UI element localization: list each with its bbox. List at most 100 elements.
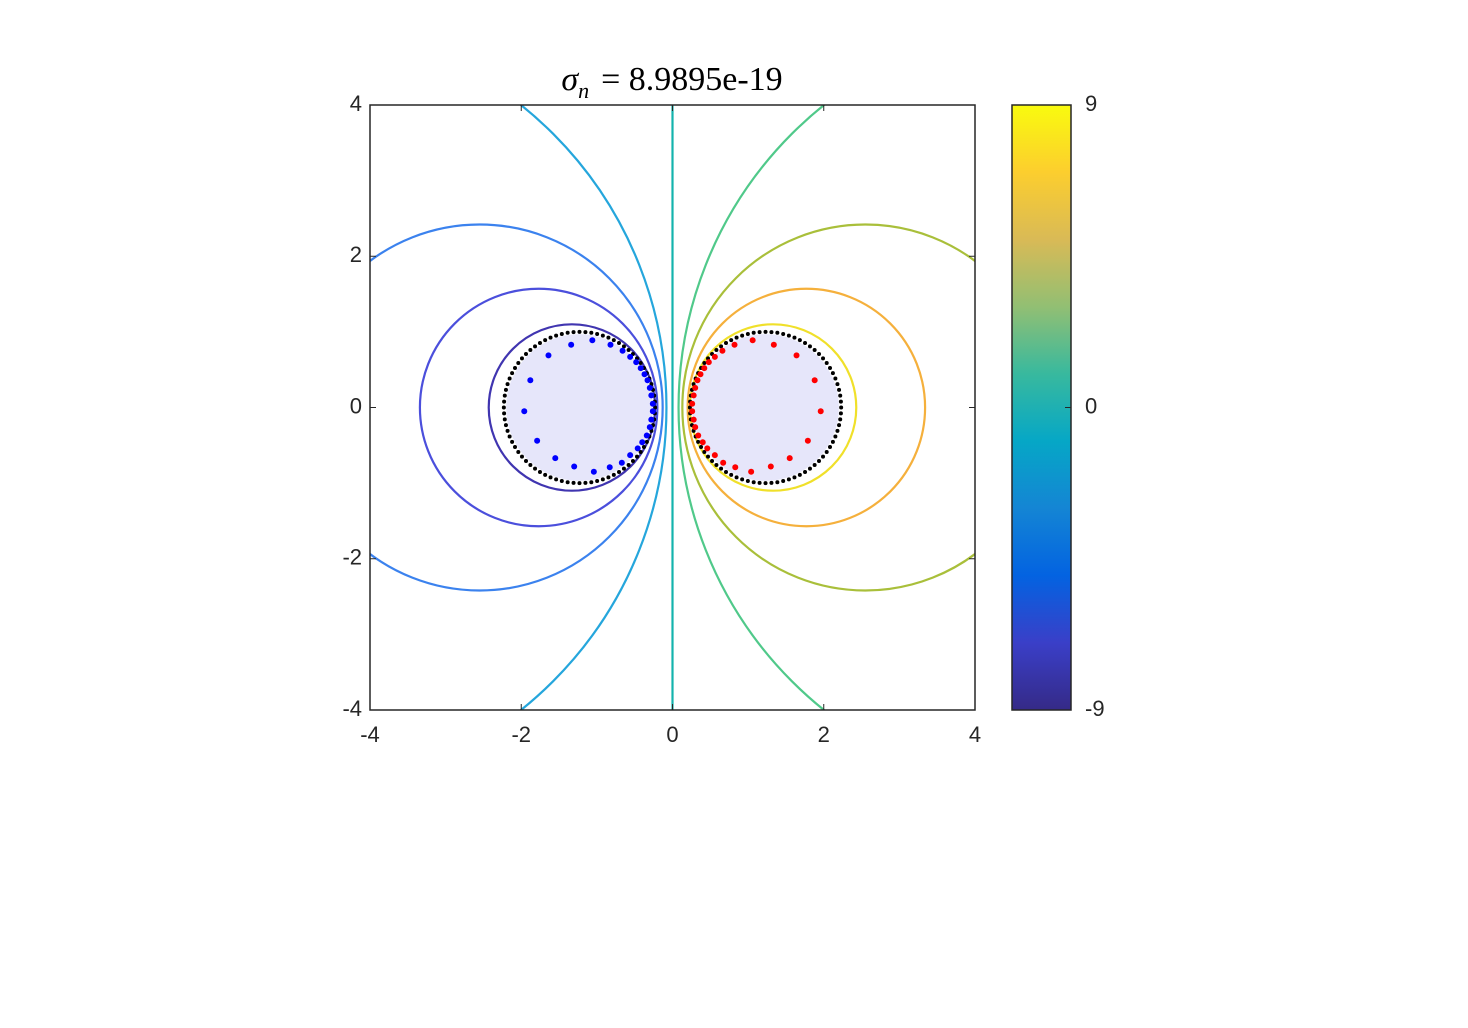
source-point: [749, 337, 756, 344]
source-point: [692, 384, 699, 391]
boundary-point: [687, 405, 692, 410]
boundary-point: [724, 469, 729, 474]
source-point: [804, 437, 811, 444]
contour-line: [519, 105, 668, 710]
boundary-point: [543, 338, 548, 343]
boundary-point: [729, 338, 734, 343]
source-point: [711, 353, 718, 360]
source-point: [817, 408, 824, 415]
boundary-point: [769, 480, 774, 485]
boundary-point: [830, 371, 835, 376]
boundary-point: [600, 477, 605, 482]
source-point: [627, 353, 634, 360]
boundary-point: [696, 439, 701, 444]
region-fill: [692, 334, 839, 481]
colorbar-tick-label: 9: [1085, 91, 1097, 116]
plot-area: [370, 105, 975, 710]
boundary-point: [833, 376, 838, 381]
boundary-point: [816, 352, 821, 357]
boundary-point: [644, 439, 649, 444]
x-tick-label: 2: [818, 722, 830, 747]
boundary-point: [571, 480, 576, 485]
region-fill: [506, 334, 653, 481]
boundary-point: [838, 411, 843, 416]
boundary-point: [724, 341, 729, 346]
boundary-point: [835, 382, 840, 387]
boundary-point: [812, 347, 817, 352]
y-tick-label: -4: [342, 696, 362, 721]
boundary-point: [507, 376, 512, 381]
boundary-point: [630, 458, 635, 463]
boundary-point: [519, 454, 524, 459]
boundary-point: [577, 329, 582, 334]
boundary-point: [600, 333, 605, 338]
boundary-point: [537, 469, 542, 474]
boundary-point: [816, 458, 821, 463]
boundary-point: [571, 330, 576, 335]
y-tick-label: 4: [350, 91, 362, 116]
boundary-point: [786, 333, 791, 338]
boundary-point: [503, 423, 508, 428]
contour-line: [677, 105, 826, 710]
source-point: [552, 455, 559, 462]
boundary-point: [719, 466, 724, 471]
y-tick-label: 2: [350, 242, 362, 267]
boundary-point: [824, 361, 829, 366]
boundary-point: [837, 387, 842, 392]
boundary-point: [838, 393, 843, 398]
boundary-point: [507, 434, 512, 439]
source-point: [689, 408, 696, 415]
boundary-point: [775, 480, 780, 485]
source-point: [701, 365, 708, 372]
boundary-point: [769, 330, 774, 335]
boundary-point: [729, 472, 734, 477]
boundary-point: [786, 477, 791, 482]
boundary-point: [638, 361, 643, 366]
boundary-point: [595, 331, 600, 336]
source-point: [711, 452, 718, 459]
source-point: [699, 439, 706, 446]
source-point: [618, 459, 625, 466]
source-point: [527, 377, 534, 384]
boundary-point: [505, 382, 510, 387]
colorbar: [1011, 104, 1072, 711]
boundary-point: [583, 330, 588, 335]
boundary-point: [559, 331, 564, 336]
source-point: [534, 437, 541, 444]
boundary-point: [548, 475, 553, 480]
boundary-point: [548, 335, 553, 340]
boundary-point: [533, 466, 538, 471]
source-point: [589, 337, 596, 344]
boundary-point: [616, 341, 621, 346]
boundary-point: [702, 449, 707, 454]
boundary-point: [502, 399, 507, 404]
contour-line: [681, 223, 975, 592]
x-tick-label: 0: [666, 722, 678, 747]
y-tick-label: -2: [342, 545, 362, 570]
boundary-point: [502, 411, 507, 416]
boundary-point: [714, 347, 719, 352]
source-point: [627, 452, 634, 459]
boundary-point: [638, 449, 643, 454]
boundary-point: [734, 475, 739, 480]
boundary-point: [763, 481, 768, 486]
source-point: [720, 459, 727, 466]
boundary-point: [781, 479, 786, 484]
boundary-point: [830, 439, 835, 444]
source-point: [646, 384, 653, 391]
boundary-point: [763, 329, 768, 334]
boundary-point: [559, 479, 564, 484]
contour-line: [370, 223, 664, 592]
source-point: [571, 463, 578, 470]
boundary-point: [714, 463, 719, 468]
boundary-point: [626, 347, 631, 352]
x-tick-label: 4: [969, 722, 981, 747]
boundary-point: [641, 445, 646, 450]
boundary-point: [807, 466, 812, 471]
boundary-point: [757, 480, 762, 485]
x-tick-label: -4: [360, 722, 380, 747]
boundary-point: [812, 463, 817, 468]
source-point: [648, 416, 655, 423]
boundary-point: [503, 387, 508, 392]
